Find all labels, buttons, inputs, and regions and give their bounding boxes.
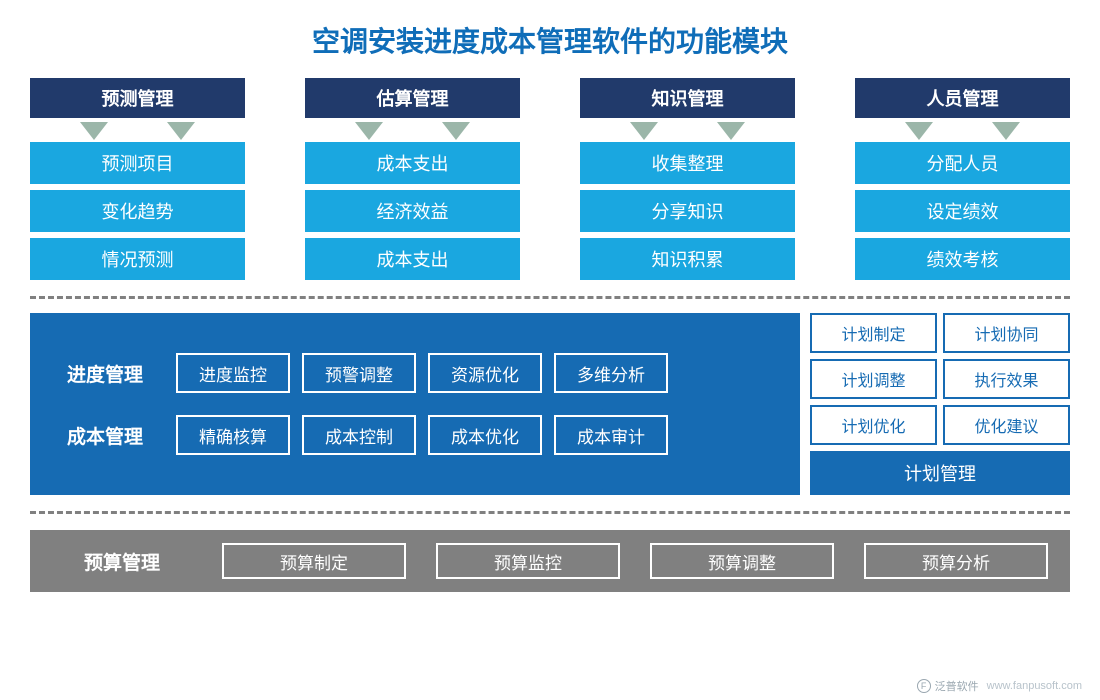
bottom-box: 预算分析: [864, 543, 1048, 579]
chevron-down-icon: [630, 122, 658, 140]
mgmt-row-cost: 成本管理 精确核算 成本控制 成本优化 成本审计: [50, 415, 780, 455]
subitems-col-0: 预测项目 变化趋势 情况预测: [30, 142, 245, 280]
subitems-col-1: 成本支出 经济效益 成本支出: [305, 142, 520, 280]
watermark: F 泛普软件 www.fanpusoft.com: [917, 678, 1082, 694]
mgmt-box: 成本优化: [428, 415, 542, 455]
plan-footer: 计划管理: [810, 451, 1070, 495]
sub-box: 知识积累: [580, 238, 795, 280]
header-personnel: 人员管理: [855, 78, 1070, 118]
sub-box: 经济效益: [305, 190, 520, 232]
sub-box: 分享知识: [580, 190, 795, 232]
subitems-row: 预测项目 变化趋势 情况预测 成本支出 经济效益 成本支出 收集整理 分享知识 …: [30, 142, 1070, 280]
watermark-url: www.fanpusoft.com: [987, 680, 1082, 692]
mgmt-row-progress: 进度管理 进度监控 预警调整 资源优化 多维分析: [50, 353, 780, 393]
mgmt-box: 多维分析: [554, 353, 668, 393]
big-blue-panel: 进度管理 进度监控 预警调整 资源优化 多维分析 成本管理 精确核算 成本控制 …: [30, 313, 800, 495]
header-knowledge: 知识管理: [580, 78, 795, 118]
subitems-col-3: 分配人员 设定绩效 绩效考核: [855, 142, 1070, 280]
chevron-down-icon: [442, 122, 470, 140]
plan-panel: 计划制定 计划协同 计划调整 执行效果 计划优化 优化建议 计划管理: [810, 313, 1070, 495]
chevron-down-icon: [717, 122, 745, 140]
sub-box: 收集整理: [580, 142, 795, 184]
chevron-down-icon: [80, 122, 108, 140]
bottom-box: 预算制定: [222, 543, 406, 579]
bottom-label: 预算管理: [52, 548, 192, 575]
watermark-brand: 泛普软件: [935, 678, 979, 694]
mgmt-box: 成本控制: [302, 415, 416, 455]
sub-box: 分配人员: [855, 142, 1070, 184]
logo-icon: F: [917, 679, 931, 693]
sub-box: 成本支出: [305, 238, 520, 280]
arrow-row: [30, 122, 1070, 140]
chevron-down-icon: [355, 122, 383, 140]
sub-box: 预测项目: [30, 142, 245, 184]
mgmt-box: 进度监控: [176, 353, 290, 393]
chevron-down-icon: [992, 122, 1020, 140]
header-estimate: 估算管理: [305, 78, 520, 118]
bottom-box: 预算监控: [436, 543, 620, 579]
mgmt-box: 预警调整: [302, 353, 416, 393]
subitems-col-2: 收集整理 分享知识 知识积累: [580, 142, 795, 280]
plan-box: 优化建议: [943, 405, 1070, 445]
top-header-row: 预测管理 估算管理 知识管理 人员管理: [30, 78, 1070, 118]
diagram-title: 空调安装进度成本管理软件的功能模块: [30, 20, 1070, 60]
plan-box: 执行效果: [943, 359, 1070, 399]
dashed-divider: [30, 511, 1070, 514]
mgmt-label: 进度管理: [50, 360, 160, 387]
bottom-bar: 预算管理 预算制定 预算监控 预算调整 预算分析: [30, 530, 1070, 592]
plan-box: 计划制定: [810, 313, 937, 353]
header-forecast: 预测管理: [30, 78, 245, 118]
mgmt-box: 资源优化: [428, 353, 542, 393]
middle-row: 进度管理 进度监控 预警调整 资源优化 多维分析 成本管理 精确核算 成本控制 …: [30, 313, 1070, 495]
sub-box: 设定绩效: [855, 190, 1070, 232]
sub-box: 变化趋势: [30, 190, 245, 232]
plan-box: 计划优化: [810, 405, 937, 445]
sub-box: 情况预测: [30, 238, 245, 280]
sub-box: 成本支出: [305, 142, 520, 184]
mgmt-box: 成本审计: [554, 415, 668, 455]
mgmt-label: 成本管理: [50, 422, 160, 449]
chevron-down-icon: [167, 122, 195, 140]
sub-box: 绩效考核: [855, 238, 1070, 280]
plan-box: 计划调整: [810, 359, 937, 399]
chevron-down-icon: [905, 122, 933, 140]
plan-box: 计划协同: [943, 313, 1070, 353]
mgmt-box: 精确核算: [176, 415, 290, 455]
dashed-divider: [30, 296, 1070, 299]
bottom-box: 预算调整: [650, 543, 834, 579]
